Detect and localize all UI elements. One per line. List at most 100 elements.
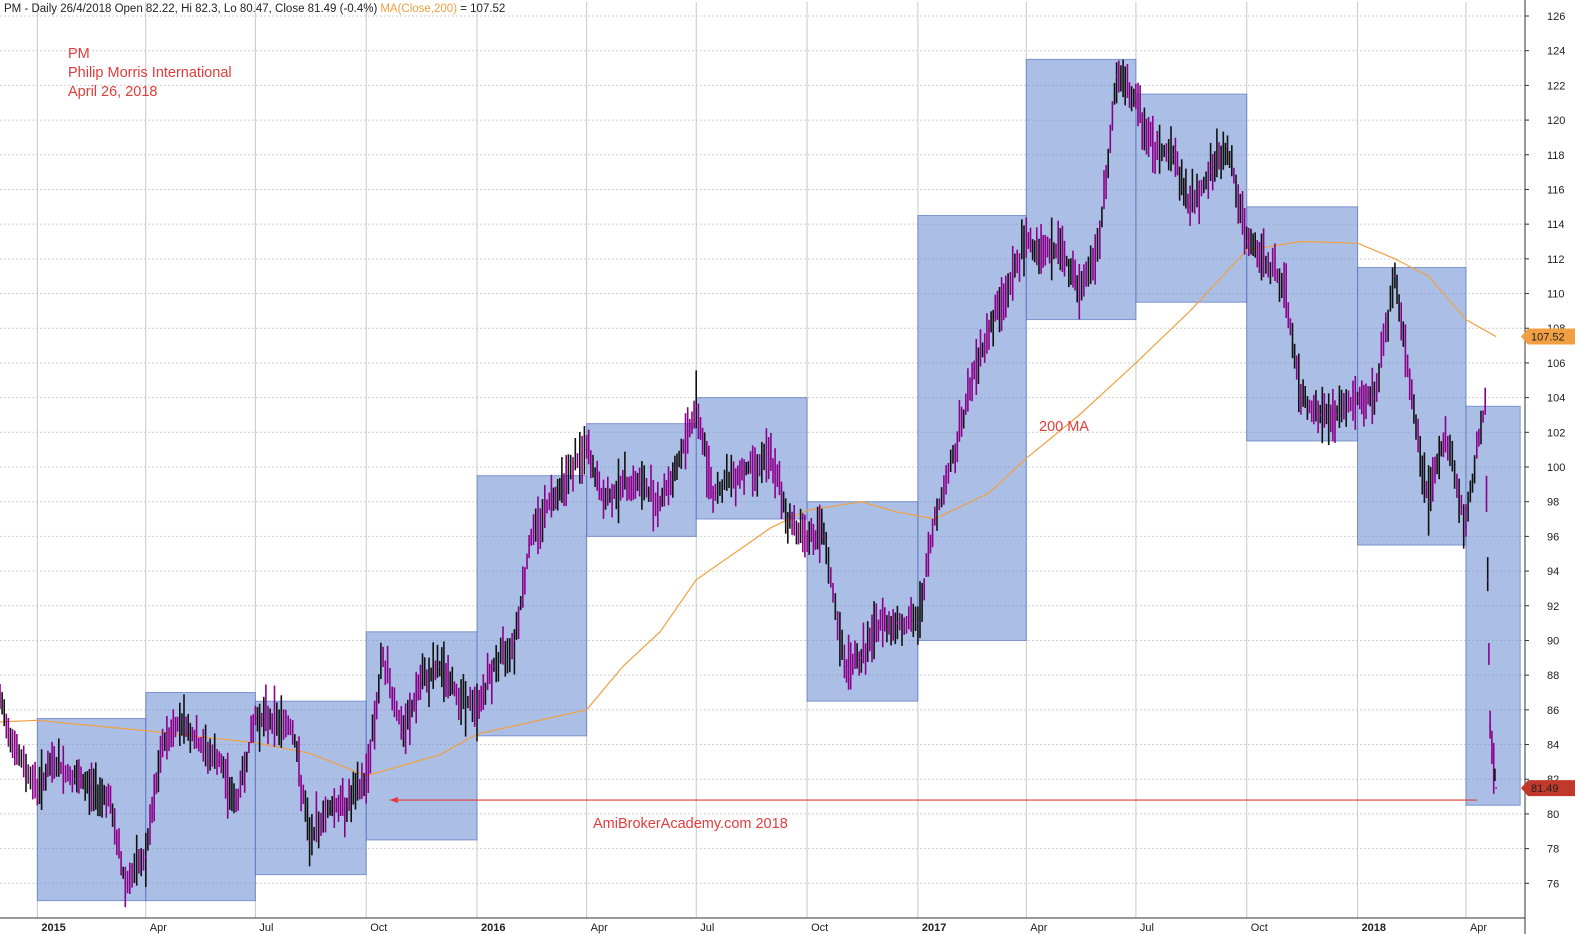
price-point [548,500,551,503]
price-point [786,518,789,520]
x-tick-label: 2015 [41,922,65,934]
price-point [749,466,752,468]
price-point [988,327,990,330]
header-title: PM - Daily 26/4/2018 Open 82.22, Hi 82.3… [4,3,505,15]
header-ma-value: = 107.52 [457,3,505,15]
x-tick-label: Jul [259,922,273,934]
price-point [695,405,698,408]
watermark: AmiBrokerAcademy.com 2018 [593,816,788,832]
x-tick-label: 2017 [922,922,946,934]
price-point [770,457,772,460]
price-point [843,665,846,668]
x-tick-label: Apr [1030,922,1047,934]
price-point [1262,257,1265,260]
y-tick-label: 86 [1547,705,1559,717]
price-point [90,787,93,789]
y-tick-label: 126 [1547,11,1565,23]
range-box [1357,267,1467,546]
price-point [271,717,274,720]
y-tick-label: 76 [1547,878,1559,890]
price-point [291,726,294,729]
price-point [1226,145,1229,148]
range-box [476,475,588,737]
price-point [1189,205,1191,208]
annotation-company: Philip Morris International [68,65,232,81]
x-tick-label: Oct [1251,922,1268,934]
ma-layer [0,240,1497,777]
price-point [346,804,348,807]
price-point [860,656,863,659]
range-box [1135,93,1248,303]
price-point [0,700,1,703]
price-point [1245,240,1248,243]
x-tick-label: Oct [811,922,828,934]
price-point [732,474,735,477]
price-point [565,474,568,477]
price-point [36,787,39,789]
price-point [1025,240,1028,243]
price-layer [0,59,1497,908]
y-tick-label: 116 [1547,184,1565,196]
price-point [1042,249,1045,252]
price-point [971,379,973,382]
price-point [1004,292,1007,295]
x-tick-label: Jul [700,922,714,934]
annotation-date: April 26, 2018 [68,84,157,100]
price-point [1492,761,1495,763]
price-point [823,535,825,538]
price-point [806,535,808,538]
price-point [402,735,405,737]
y-tick-label: 104 [1547,393,1565,405]
price-point [218,761,221,763]
price-point [476,708,478,711]
price-point [621,483,624,486]
price-point [181,717,183,720]
x-tick-label: 2016 [481,922,505,934]
price-point [365,778,368,781]
y-tick-label: 98 [1547,497,1559,509]
price-point [513,639,516,642]
price-point [1465,526,1467,529]
price-point [1061,249,1064,252]
y-tick-label: 84 [1547,740,1559,752]
price-point [1427,500,1430,503]
ma-tag-label: 107.52 [1531,332,1565,344]
range-box [1465,405,1521,806]
price-point [197,743,200,746]
close-tag [1521,780,1575,797]
price-point [161,743,164,746]
price-point [1172,153,1175,156]
price-point [382,656,384,659]
x-tick-label: Jul [1140,922,1154,934]
price-point [1356,396,1359,399]
price-point [16,752,18,755]
price-point [1475,448,1478,451]
price-point [602,500,605,503]
y-tick-label: 78 [1547,844,1559,856]
annotation-ticker: PM [68,46,90,62]
y-tick-label: 102 [1547,427,1565,439]
price-point [1319,414,1322,416]
price-point [1300,396,1302,399]
price-point [638,483,641,486]
ma-tag [1521,328,1575,345]
price-point [896,622,899,624]
y-tick-label: 110 [1547,289,1565,301]
x-tick-label: Apr [150,922,167,934]
price-point [659,500,661,503]
price-point [1489,726,1491,729]
price-point [493,665,495,668]
price-point [107,795,110,798]
y-tick-label: 92 [1547,601,1559,613]
price-point [419,682,422,685]
y-tick-label: 120 [1547,115,1565,127]
y-tick-label: 80 [1547,809,1559,821]
price-point [455,691,458,694]
arrow-layer [389,797,1477,804]
price-point [124,882,127,885]
y-tick-label: 100 [1547,462,1565,474]
price-point [1283,284,1285,286]
price-point [1444,431,1447,434]
